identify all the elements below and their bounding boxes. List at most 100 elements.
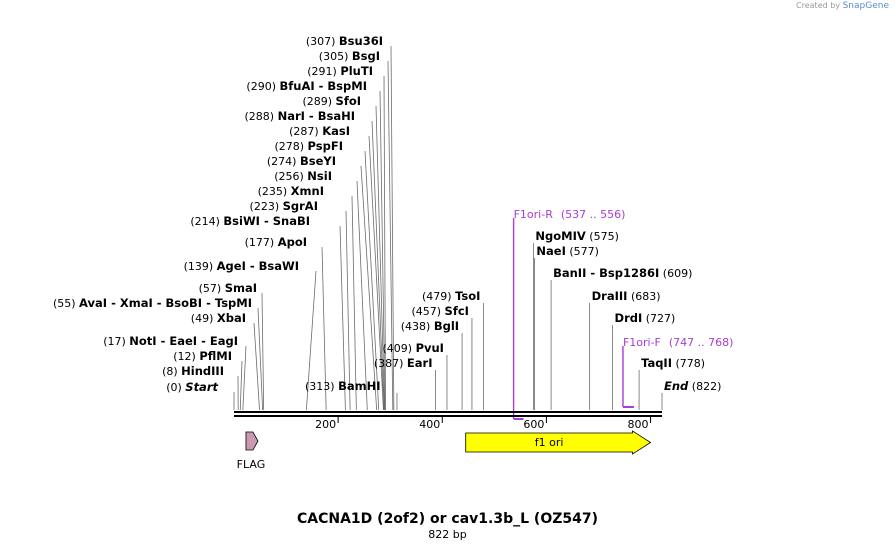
site-position: (609) (659, 267, 692, 280)
enzyme-name: TsoI (455, 289, 480, 303)
site-label-agei[interactable]: (139) AgeI - BsaWI (184, 259, 299, 273)
site-label-naei[interactable]: NaeI (577) (536, 244, 599, 258)
site-label-bamhi[interactable]: (313) BamHI (305, 379, 381, 393)
site-label-bfuai[interactable]: (290) BfuAI - BspMI (246, 79, 367, 93)
site-leader-sgrai (345, 210, 351, 411)
site-text: (387) EarI (374, 356, 433, 370)
feature-arrow (245, 431, 259, 451)
enzyme-name: SfoI (336, 94, 361, 108)
site-text: (55) AvaI - XmaI - BsoBI - TspMI (53, 296, 252, 310)
site-position: (177) (245, 236, 278, 249)
site-text: (278) PspFI (274, 139, 343, 153)
site-leader-sfoi (375, 105, 385, 411)
site-label-pvui[interactable]: (409) PvuI (382, 341, 443, 355)
site-text: (291) PluTI (307, 64, 373, 78)
site-position: (289) (302, 95, 335, 108)
site-label-sfci[interactable]: (457) SfcI (411, 304, 468, 318)
enzyme-name: PspFI (308, 139, 343, 153)
site-text: (274) BseYI (267, 154, 336, 168)
site-text: (313) BamHI (305, 379, 381, 393)
site-text: (177) ApoI (245, 235, 307, 249)
site-leader-xbai (253, 322, 260, 411)
site-label-draiii[interactable]: DraIII (683) (592, 289, 661, 303)
site-label-banii[interactable]: BanII - Bsp1286I (609) (553, 266, 692, 280)
enzyme-name: DrdI (615, 311, 643, 325)
site-label-start[interactable]: (0) Start (166, 380, 218, 394)
enzyme-name: NarI - (278, 109, 318, 123)
site-label-bgli[interactable]: (438) BglI (401, 319, 459, 333)
enzyme-name: BspMI (327, 79, 367, 93)
enzyme-name: NaeI (536, 244, 565, 258)
primer-f1ori-r[interactable]: F1ori-R (537 .. 556) (512, 208, 626, 420)
enzyme-name: KasI (322, 124, 350, 138)
site-position: (727) (642, 312, 675, 325)
enzyme-name: BglI (434, 319, 459, 333)
enzyme-name: XmnI (291, 184, 324, 198)
site-label-sgrai[interactable]: (223) SgrAI (250, 199, 318, 213)
site-position: (305) (319, 50, 352, 63)
site-label-bseyi[interactable]: (274) BseYI (267, 154, 336, 168)
site-label-xbai[interactable]: (49) XbaI (191, 311, 246, 325)
site-label-end[interactable]: End (822) (664, 379, 721, 393)
site-label-apoi[interactable]: (177) ApoI (245, 235, 307, 249)
site-position: (235) (258, 185, 291, 198)
axis-tick-label: 600 (523, 418, 544, 431)
primer-f1ori-f[interactable]: F1ori-F (747 .. 768) (622, 336, 734, 408)
feature-f1-ori[interactable]: f1 ori (465, 430, 652, 455)
site-label-pspfi[interactable]: (278) PspFI (274, 139, 343, 153)
feature-label: FLAG (237, 458, 266, 471)
enzyme-name: NsiI (307, 169, 332, 183)
site-label-tsoi[interactable]: (479) TsoI (422, 289, 480, 303)
site-label-bsiwi[interactable]: (214) BsiWI - SnaBI (190, 214, 310, 228)
enzyme-name: BseYI (300, 154, 336, 168)
sequence-length: 822 bp (428, 528, 467, 541)
site-label-ngomiv[interactable]: NgoMIV (575) (535, 229, 618, 243)
enzyme-name: BsoBI - (166, 296, 215, 310)
site-text: (8) HindIII (162, 364, 224, 378)
site-position: (313) (305, 380, 338, 393)
site-label-bsu36i[interactable]: (307) Bsu36I (306, 34, 383, 48)
site-text: BanII - Bsp1286I (609) (553, 266, 692, 280)
site-position: (438) (401, 320, 434, 333)
site-label-pluti[interactable]: (291) PluTI (307, 64, 373, 78)
site-leader-bsgi (387, 60, 394, 411)
site-label-pflmi[interactable]: (12) PflMI (173, 349, 232, 363)
enzyme-name: BsiWI - (223, 214, 272, 228)
sequence-map[interactable]: (307) Bsu36I(305) BsgI(291) PluTI(290) B… (0, 0, 895, 505)
site-label-smai[interactable]: (57) SmaI (199, 281, 257, 295)
site-position: (577) (566, 245, 599, 258)
enzyme-name: SnaBI (273, 214, 310, 228)
enzyme-name: ApoI (278, 235, 307, 249)
site-label-sfoi[interactable]: (289) SfoI (302, 94, 361, 108)
site-label-nsii[interactable]: (256) NsiI (274, 169, 332, 183)
site-position: (223) (250, 200, 283, 213)
feature-flag[interactable]: FLAG (237, 431, 266, 471)
site-leader-bsiwi (339, 225, 346, 411)
axis-tick-label: 400 (419, 418, 440, 431)
site-label-drdi[interactable]: DrdI (727) (615, 311, 676, 325)
site-leader-kasi (368, 135, 384, 411)
site-label-avai[interactable]: (55) AvaI - XmaI - BsoBI - TspMI (53, 296, 252, 310)
site-label-nari[interactable]: (288) NarI - BsaHI (245, 109, 355, 123)
site-leader-bfuai (379, 90, 386, 411)
site-label-xmni[interactable]: (235) XmnI (258, 184, 324, 198)
site-position: (288) (245, 110, 278, 123)
site-position: (278) (274, 140, 307, 153)
site-label-noti[interactable]: (17) NotI - EaeI - EagI (103, 334, 238, 348)
site-leader-xmni (351, 195, 357, 411)
site-label-eari[interactable]: (387) EarI (374, 356, 433, 370)
site-label-kasi[interactable]: (287) KasI (289, 124, 350, 138)
site-text: (289) SfoI (302, 94, 361, 108)
snapgene-credit: Created by SnapGene (796, 1, 889, 11)
site-label-bsgi[interactable]: (305) BsgI (319, 49, 380, 63)
credit-prefix: Created by (796, 1, 841, 10)
primer-label: F1ori-F (747 .. 768) (623, 336, 734, 349)
site-position: (49) (191, 312, 217, 325)
site-label-hindiii[interactable]: (8) HindIII (162, 364, 224, 378)
site-position: (778) (672, 357, 705, 370)
enzyme-name: NgoMIV (535, 229, 585, 243)
site-label-taqii[interactable]: TaqII (778) (641, 356, 705, 370)
primer-layer: F1ori-R (537 .. 556) F1ori-F (747 .. 768) (512, 208, 734, 420)
site-text: (256) NsiI (274, 169, 332, 183)
site-position: (457) (411, 305, 444, 318)
